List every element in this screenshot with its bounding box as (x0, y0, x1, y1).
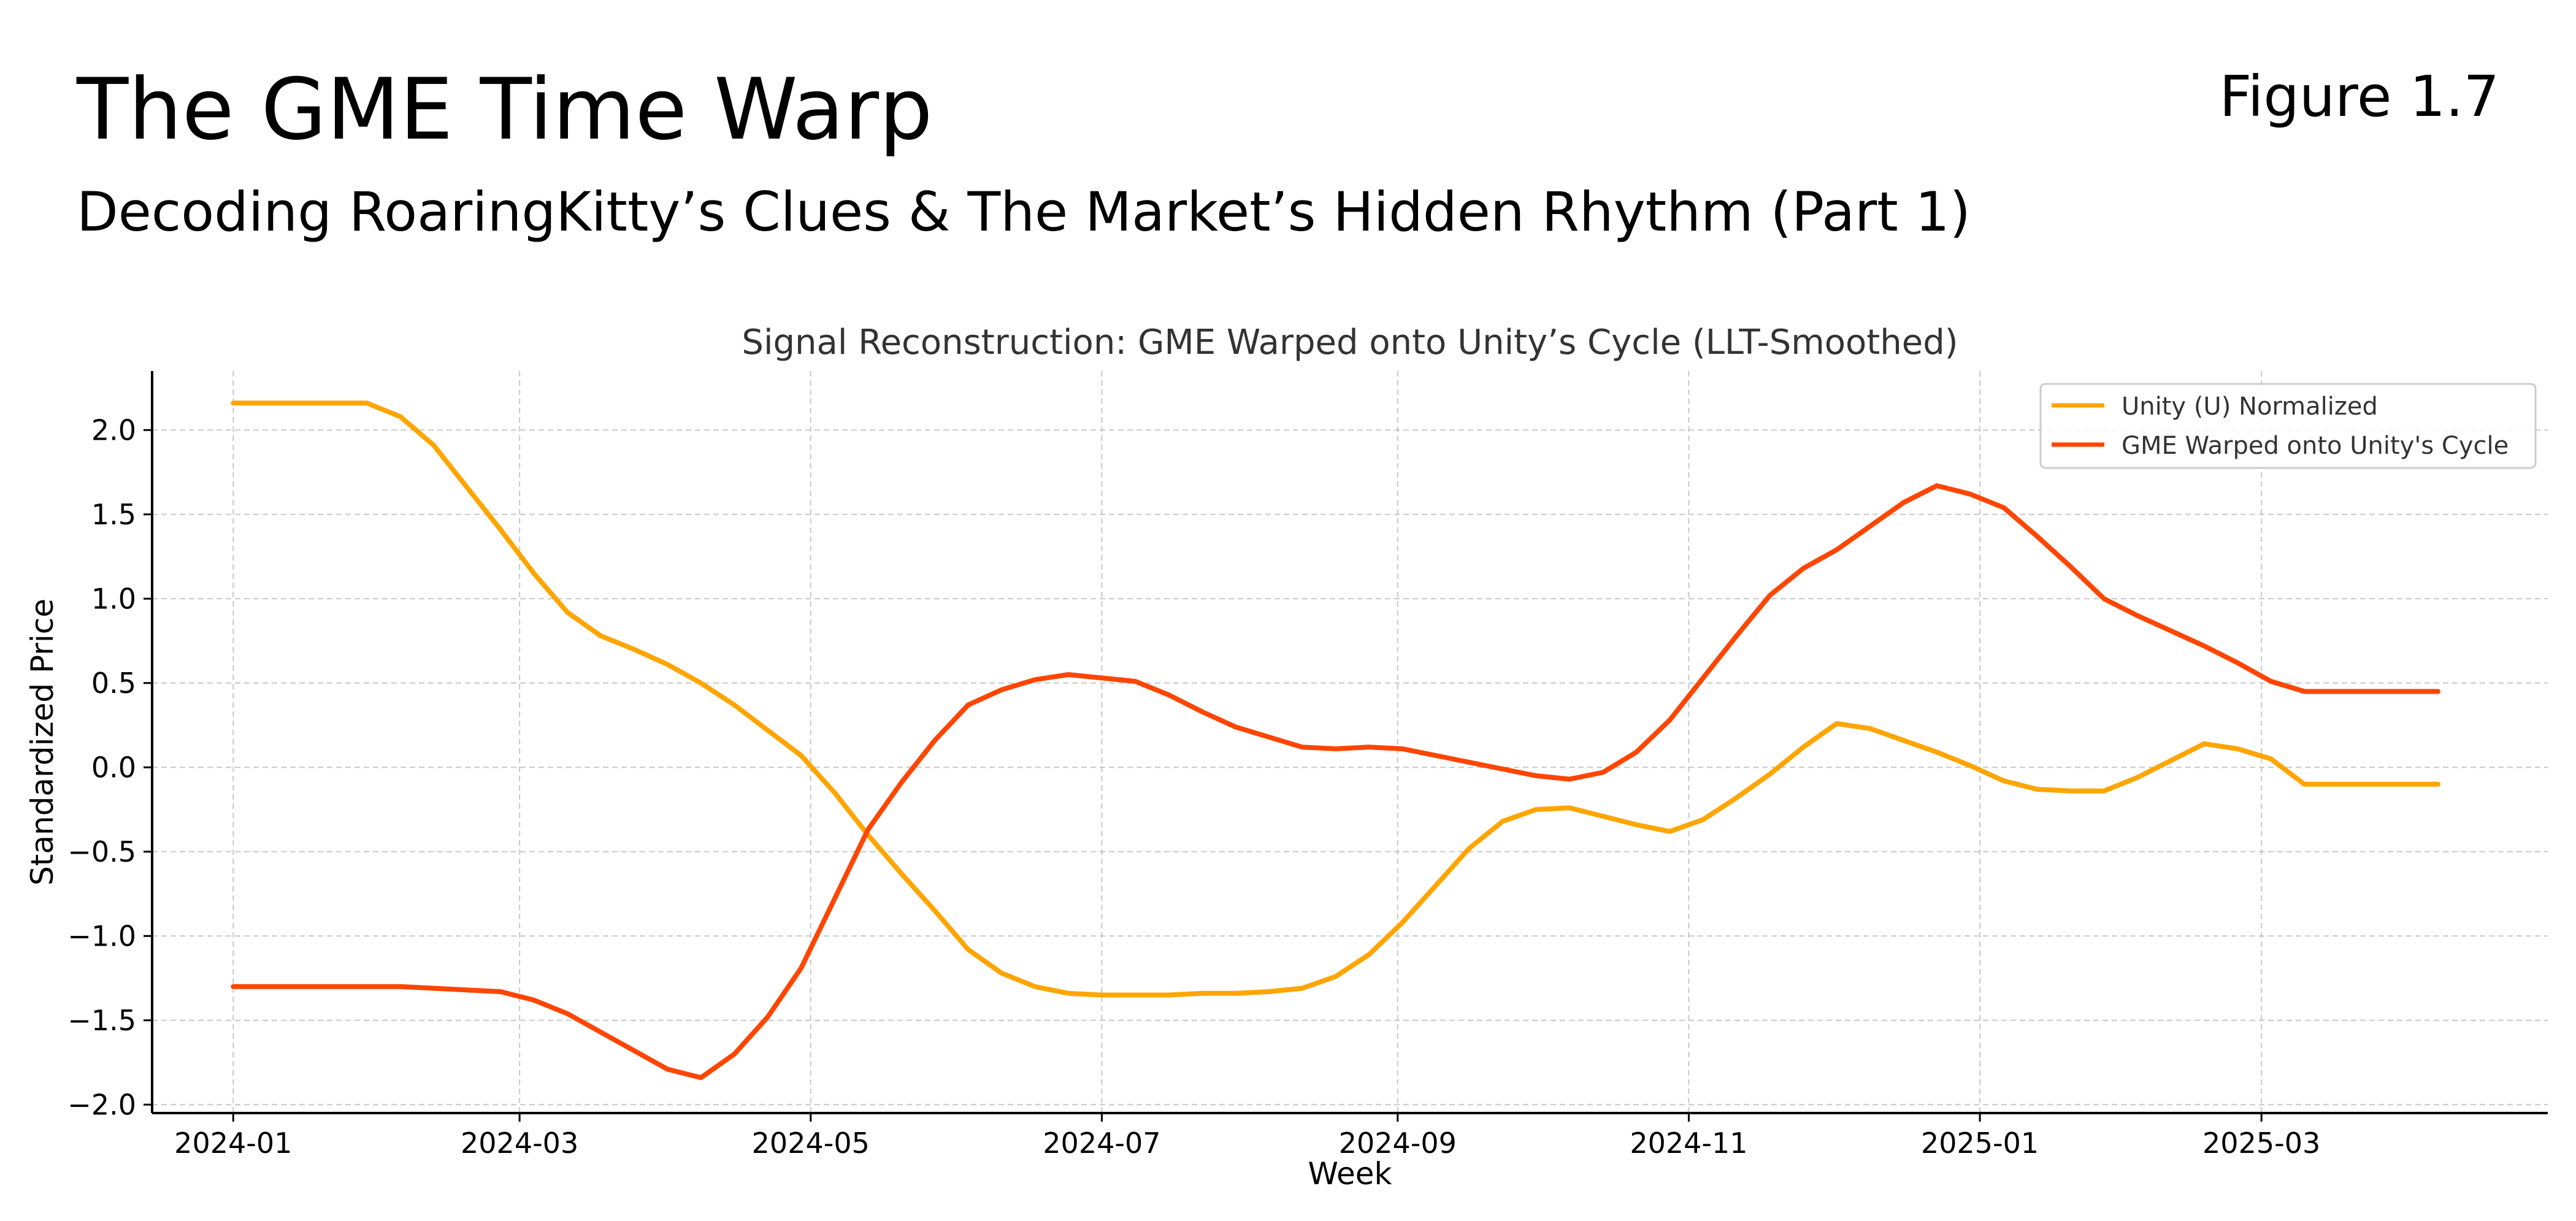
x-tick-label: 2025-01 (1921, 1127, 2039, 1160)
y-tick-label: −1.5 (67, 1004, 136, 1037)
legend-box (2039, 383, 2537, 469)
chart-title: Signal Reconstruction: GME Warped onto U… (742, 323, 1958, 362)
axes (151, 371, 2548, 1114)
x-tick-label: 2025-03 (2202, 1127, 2320, 1160)
y-tick-label: 1.0 (91, 582, 136, 615)
figure-label: Figure 1.7 (2219, 64, 2499, 129)
y-tick-label: −1.0 (67, 919, 136, 952)
gme-warped-line (231, 483, 2440, 1081)
x-tick-label: 2024-09 (1339, 1127, 1457, 1160)
y-tick-label: 0.0 (91, 751, 136, 784)
x-tick-label: 2024-03 (461, 1127, 578, 1160)
series-lines (231, 400, 2440, 1081)
legend: Unity (U) Normalized GME Warped onto Uni… (2039, 383, 2537, 469)
legend-label-unity: Unity (U) Normalized (2122, 392, 2378, 421)
unity-normalized-line (231, 400, 2440, 998)
x-tick-label: 2024-05 (752, 1127, 870, 1160)
y-tick-label: −2.0 (67, 1088, 136, 1121)
y-tick-label: −0.5 (67, 835, 136, 868)
grid-lines (152, 371, 2548, 1113)
subtitle: Decoding RoaringKitty’s Clues & The Mark… (77, 180, 1971, 243)
y-axis-label: Standardized Price (25, 599, 60, 886)
y-tick-label: 1.5 (91, 498, 136, 531)
x-tick-label: 2024-11 (1630, 1127, 1747, 1160)
legend-label-gme: GME Warped onto Unity's Cycle (2122, 432, 2509, 460)
x-axis-label: Week (1308, 1156, 1392, 1192)
y-tick-label: 2.0 (91, 413, 136, 446)
main-title: The GME Time Warp (77, 60, 933, 159)
axis-ticks: 2024-01 2024-03 2024-05 2024-07 2024-09 2024-… (67, 413, 2320, 1160)
x-tick-label: 2024-01 (174, 1127, 292, 1160)
x-tick-label: 2024-07 (1043, 1127, 1160, 1160)
y-tick-label: 0.5 (91, 667, 136, 700)
